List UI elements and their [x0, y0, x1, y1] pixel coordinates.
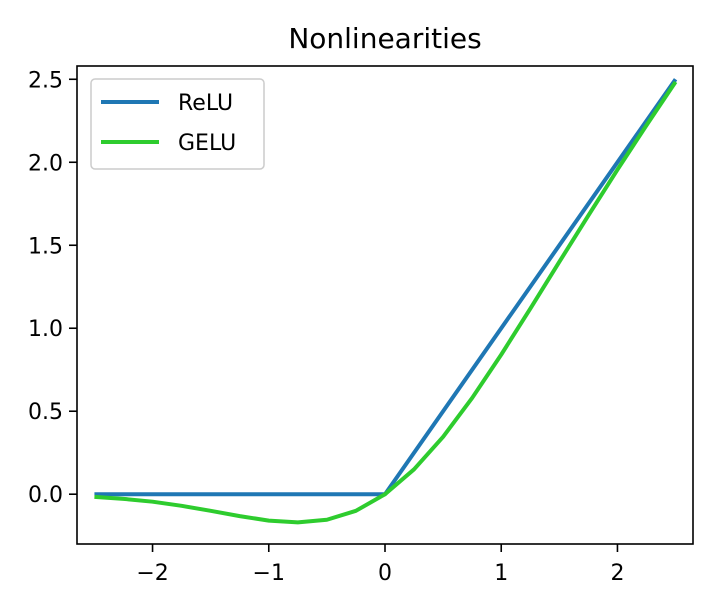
chart-title: Nonlinearities — [288, 22, 481, 55]
y-tick-label: 2.0 — [28, 151, 63, 176]
x-tick-label: −1 — [253, 561, 285, 586]
x-tick-label: −2 — [136, 561, 168, 586]
legend: ReLU GELU — [90, 78, 265, 170]
series-layer — [94, 78, 678, 525]
y-tick-label: 0.0 — [28, 483, 63, 508]
x-tick-label: 2 — [610, 561, 624, 586]
legend-label-relu: ReLU — [178, 91, 233, 116]
legend-label-gelu: GELU — [178, 131, 236, 156]
y-tick-label: 1.5 — [28, 234, 63, 259]
y-tick-label: 1.0 — [28, 317, 63, 342]
x-tick-label: 0 — [378, 561, 392, 586]
y-tick-label: 2.5 — [28, 68, 63, 93]
x-tick-label: 1 — [494, 561, 508, 586]
series-line-gelu — [94, 80, 678, 525]
y-tick-label: 0.5 — [28, 400, 63, 425]
x-axis-ticks: −2 −1 0 1 2 — [136, 544, 624, 586]
y-axis-ticks: 0.0 0.5 1.0 1.5 2.0 2.5 — [28, 68, 77, 508]
